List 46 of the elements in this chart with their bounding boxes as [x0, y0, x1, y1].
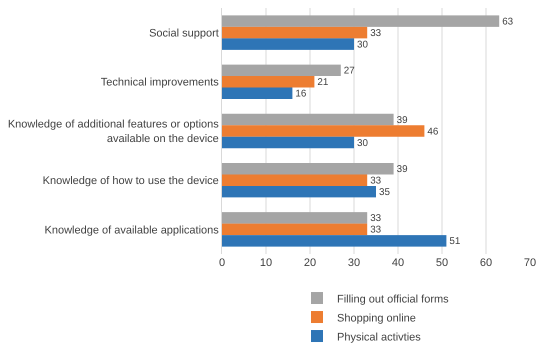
y-tick-label: Social support — [149, 27, 219, 40]
bar — [222, 186, 376, 198]
x-tick-label: 40 — [392, 257, 404, 269]
bar — [222, 114, 394, 126]
legend-label: Filling out official forms — [337, 293, 450, 306]
bar — [222, 38, 354, 50]
legend-label: Shopping online — [337, 312, 416, 324]
data-label: 63 — [502, 16, 514, 28]
bar — [222, 15, 500, 27]
bar — [222, 136, 354, 148]
data-label: 30 — [357, 138, 368, 149]
bar — [222, 235, 446, 247]
x-tick-label: 30 — [348, 257, 360, 269]
x-tick-label: 50 — [436, 257, 448, 269]
data-label: 30 — [357, 39, 368, 50]
data-label: 21 — [317, 77, 328, 88]
data-label: 51 — [449, 236, 460, 248]
x-tick-label: 0 — [218, 257, 226, 269]
data-label: 39 — [396, 164, 408, 175]
data-label: 33 — [370, 175, 382, 186]
bar — [222, 224, 368, 236]
y-tick-label: Knowledge of additional features or options available on the device — [8, 118, 220, 145]
bar — [222, 125, 424, 137]
data-label: 33 — [370, 28, 382, 39]
bar — [222, 76, 314, 88]
data-label: 35 — [379, 186, 390, 198]
y-tick-label: Knowledge of how to use the device — [42, 175, 219, 188]
bar — [222, 64, 341, 76]
bar — [222, 162, 394, 174]
x-tick-label: 20 — [304, 257, 316, 269]
x-tick-label: 60 — [480, 257, 492, 269]
bar — [222, 212, 368, 224]
bar — [222, 26, 368, 38]
legend-label: Physical activties — [337, 331, 422, 344]
x-tick-label: 70 — [524, 257, 536, 269]
data-label: 39 — [396, 114, 408, 126]
data-label: 27 — [344, 66, 355, 77]
data-label: 33 — [370, 224, 382, 236]
data-label: 16 — [295, 88, 307, 100]
data-label: 33 — [370, 213, 382, 224]
y-tick-label: Technical improvements — [100, 76, 220, 89]
x-tick-label: 10 — [260, 257, 272, 269]
bar — [222, 174, 368, 186]
y-tick-label: Knowledge of available applications — [44, 224, 220, 236]
data-label: 46 — [427, 126, 439, 138]
bar — [222, 88, 292, 100]
